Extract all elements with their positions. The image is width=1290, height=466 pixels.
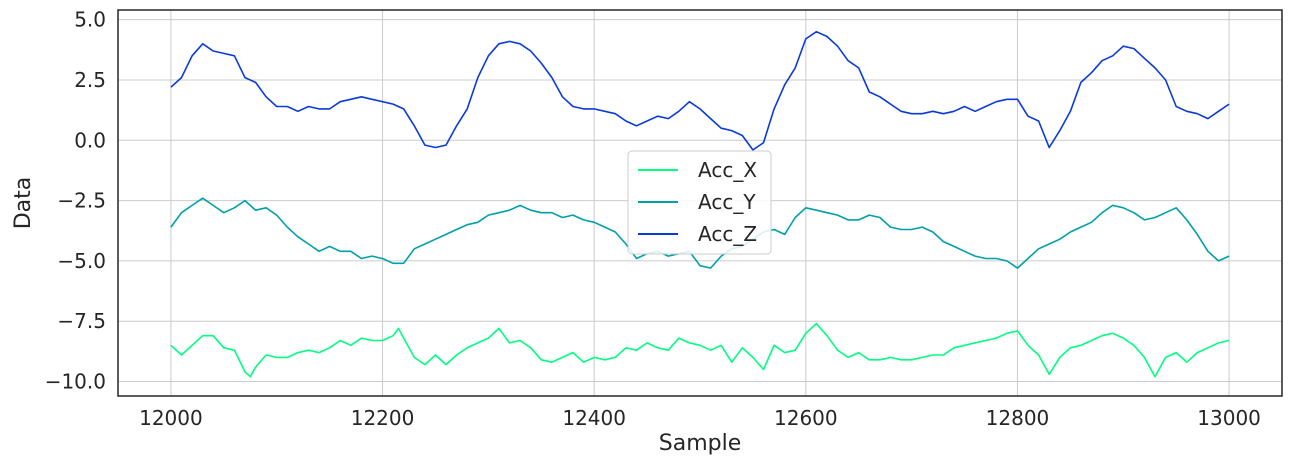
x-tick-label: 12600 — [774, 406, 838, 430]
y-tick-label: −10.0 — [45, 370, 106, 394]
plot-frame — [117, 9, 1283, 397]
legend-box — [627, 150, 772, 255]
y-tick-label: −2.5 — [57, 189, 106, 213]
y-axis-label: Data — [11, 177, 36, 230]
legend: Acc_X Acc_Y Acc_Z — [627, 150, 772, 255]
series-line-acc-x — [170, 322, 1230, 378]
series-lines — [170, 30, 1230, 378]
y-tick-labels: 5.0 2.5 0.0 −2.5 −5.0 −7.5 −10.0 — [45, 8, 106, 394]
y-tick-label: −7.5 — [57, 309, 106, 333]
x-axis-label: Sample — [659, 431, 742, 456]
series-line-acc-z — [170, 30, 1230, 151]
x-tick-label: 13000 — [1197, 406, 1261, 430]
x-tick-labels: 12000 12200 12400 12600 12800 13000 — [139, 406, 1261, 430]
legend-label: Acc_Y — [698, 190, 756, 214]
x-tick-label: 12400 — [562, 406, 626, 430]
x-tick-label: 12000 — [139, 406, 203, 430]
x-tick-label: 12800 — [986, 406, 1050, 430]
legend-label: Acc_X — [698, 158, 757, 182]
y-tick-label: 0.0 — [74, 128, 106, 152]
legend-label: Acc_Z — [698, 222, 757, 246]
x-tick-label: 12200 — [351, 406, 415, 430]
grid — [118, 10, 1282, 396]
y-tick-label: 2.5 — [74, 68, 106, 92]
y-tick-label: 5.0 — [74, 8, 106, 32]
series-line-acc-y — [170, 197, 1230, 269]
y-tick-label: −5.0 — [57, 249, 106, 273]
